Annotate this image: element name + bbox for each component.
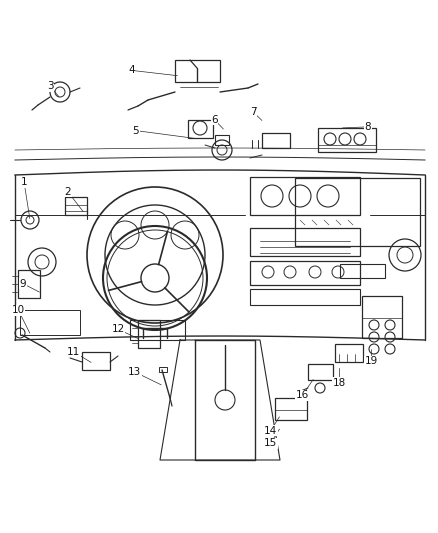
- Text: 7: 7: [250, 107, 257, 117]
- Bar: [335, 344, 363, 362]
- Text: 8: 8: [364, 122, 371, 132]
- Bar: [275, 398, 307, 420]
- Text: 5: 5: [132, 126, 139, 135]
- Text: 2: 2: [64, 187, 71, 197]
- Bar: [175, 60, 220, 82]
- Bar: [250, 261, 360, 285]
- Bar: [82, 352, 110, 370]
- Bar: [65, 197, 87, 215]
- Text: 16: 16: [296, 391, 309, 400]
- Text: 19: 19: [365, 357, 378, 366]
- Bar: [362, 296, 402, 338]
- Bar: [250, 289, 360, 305]
- Bar: [262, 133, 290, 148]
- Text: 6: 6: [211, 115, 218, 125]
- Bar: [318, 128, 376, 152]
- Text: 14: 14: [264, 426, 277, 435]
- Text: 9: 9: [19, 279, 26, 288]
- Text: 10: 10: [12, 305, 25, 315]
- Bar: [138, 320, 160, 348]
- Text: 11: 11: [67, 347, 80, 357]
- Text: 13: 13: [128, 367, 141, 377]
- Bar: [308, 364, 333, 380]
- Bar: [130, 320, 185, 340]
- Text: 3: 3: [47, 82, 54, 91]
- Bar: [250, 177, 360, 215]
- Bar: [295, 178, 420, 246]
- Bar: [188, 120, 213, 138]
- Text: 1: 1: [21, 177, 28, 187]
- Text: 15: 15: [264, 439, 277, 448]
- Text: 18: 18: [333, 378, 346, 387]
- Text: 4: 4: [128, 66, 135, 75]
- Bar: [20, 310, 80, 335]
- Bar: [18, 270, 40, 298]
- Text: 12: 12: [112, 325, 125, 334]
- Bar: [250, 228, 360, 256]
- Bar: [159, 367, 167, 372]
- Bar: [215, 135, 229, 145]
- Bar: [340, 264, 385, 278]
